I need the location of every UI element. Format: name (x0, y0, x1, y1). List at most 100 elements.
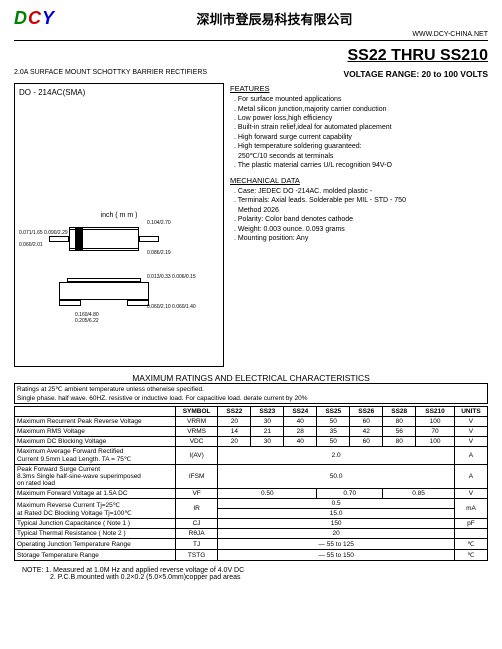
mech-item: Terminals: Axial leads. Solderable per M… (234, 196, 488, 205)
td: 50 (317, 417, 350, 427)
td: 20 (218, 529, 455, 539)
top-row: DO - 214AC(SMA) 0.071/1.65 0.090/2.29 0.… (14, 83, 488, 367)
th: SS26 (350, 407, 383, 417)
th: UNITS (454, 407, 487, 417)
td: 0.50 (218, 489, 317, 499)
td: VRRM (175, 417, 218, 427)
divider (14, 40, 488, 41)
td-label: Maximum Average Forward Rectified Curren… (15, 447, 176, 465)
td: ℃ (454, 550, 487, 561)
table-note: Ratings at 25℃ ambient temperature unles… (15, 384, 488, 395)
dim-3: 0.104/2.70 (147, 220, 171, 226)
table-title: MAXIMUM RATINGS AND ELECTRICAL CHARACTER… (14, 373, 488, 383)
feature-item: Built-in strain relief,ideal for automat… (234, 123, 488, 132)
voltage-range: VOLTAGE RANGE: 20 to 100 VOLTS (343, 69, 488, 79)
features-heading: FEATURES (230, 84, 488, 94)
td: V (454, 437, 487, 447)
th: SYMBOL (175, 407, 218, 417)
td: 35 (317, 427, 350, 437)
td: V (454, 489, 487, 499)
feature-item: High temperature soldering guaranteed: (234, 142, 488, 151)
td-label: Operating Junction Temperature Range (15, 539, 176, 550)
logo-c: C (28, 8, 42, 28)
td: VRMS (175, 427, 218, 437)
note-1: NOTE: 1. Measured at 1.0M Hz and applied… (22, 567, 488, 574)
td: 100 (416, 437, 455, 447)
page-title: SS22 THRU SS210 (14, 47, 488, 65)
feature-item: Metal silicon junction,majority carrier … (234, 105, 488, 114)
notes-table: Ratings at 25℃ ambient temperature unles… (14, 383, 488, 404)
td: V (454, 417, 487, 427)
dim-1: 0.071/1.65 0.090/2.29 (19, 230, 68, 236)
package-drawing: 0.071/1.65 0.090/2.29 0.060/2.01 0.104/2… (19, 212, 219, 362)
table-header-row: SYMBOL SS22 SS23 SS24 SS25 SS26 SS28 SS2… (15, 407, 488, 417)
td: A (454, 447, 487, 465)
td: 14 (218, 427, 251, 437)
td: 40 (284, 417, 317, 427)
mechanical-heading: MECHANICAL DATA (230, 176, 488, 186)
td: ℃ (454, 539, 487, 550)
table-row: Peak Forward Surge Current 8.3ms Single … (15, 465, 488, 489)
td: A (454, 465, 487, 489)
td: VDC (175, 437, 218, 447)
feature-sub: 250℃/10 seconds at terminals (238, 152, 488, 161)
td: 60 (350, 437, 383, 447)
td: VF (175, 489, 218, 499)
unit-label: inch ( m m ) (19, 212, 219, 219)
table-note: Single phase. half wave. 60HZ. resistive… (15, 394, 488, 404)
td: I(AV) (175, 447, 218, 465)
td: IFSM (175, 465, 218, 489)
subtitle-row: 2.0A SURFACE MOUNT SCHOTTKY BARRIER RECT… (14, 69, 488, 79)
td: 50.0 (218, 465, 455, 489)
table-row: Typical Thermal Resistance ( Note 2 ) Rθ… (15, 529, 488, 539)
th: SS25 (317, 407, 350, 417)
td: — 55 to 125 (218, 539, 455, 550)
company-name: 深圳市登辰易科技有限公司 (61, 9, 488, 28)
feature-item: For surface mounted applications (234, 95, 488, 104)
td-label: Peak Forward Surge Current 8.3ms Single … (15, 465, 176, 489)
td: 50 (317, 437, 350, 447)
feature-item: High forward surge current capability (234, 133, 488, 142)
th: SS22 (218, 407, 251, 417)
table-row: Maximum DC Blocking Voltage VDC 20 30 40… (15, 437, 488, 447)
td: 20 (218, 417, 251, 427)
mech-item: Mounting position: Any (234, 234, 488, 243)
product-desc: 2.0A SURFACE MOUNT SCHOTTKY BARRIER RECT… (14, 69, 207, 79)
td: 28 (284, 427, 317, 437)
th: SS28 (383, 407, 416, 417)
td: TSTG (175, 550, 218, 561)
dim-2: 0.060/2.01 (19, 242, 43, 248)
th: SS210 (416, 407, 455, 417)
url: WWW.DCY-CHINA.NET (14, 31, 488, 38)
td: V (454, 427, 487, 437)
td: 30 (251, 417, 284, 427)
dim-5: 0.013/0.33 0.006/0.15 (147, 274, 196, 280)
th: SS24 (284, 407, 317, 417)
footnotes: NOTE: 1. Measured at 1.0M Hz and applied… (14, 567, 488, 581)
th: SS23 (251, 407, 284, 417)
package-name: DO - 214AC(SMA) (19, 88, 219, 97)
table-row: Typical Junction Capacitance ( Note 1 ) … (15, 519, 488, 529)
td-label: Maximum RMS Voltage (15, 427, 176, 437)
mech-sub: Method 2026 (238, 206, 488, 215)
td-label: Maximum DC Blocking Voltage (15, 437, 176, 447)
td: 40 (284, 437, 317, 447)
td: 20 (218, 437, 251, 447)
td: 2.0 (218, 447, 455, 465)
td: 0.5 (218, 499, 455, 509)
td-label: Typical Thermal Resistance ( Note 2 ) (15, 529, 176, 539)
spacer (230, 171, 488, 175)
foot-left (59, 300, 81, 306)
lead-left (49, 236, 69, 242)
td-label: Maximum Reverse Current Tj=25℃ at Rated … (15, 499, 176, 519)
th (15, 407, 176, 417)
feature-item: Low power loss,high efficiency (234, 114, 488, 123)
td: 100 (416, 417, 455, 427)
dim-4: 0.086/2.19 (147, 250, 171, 256)
features-column: FEATURES For surface mounted application… (230, 83, 488, 367)
td-label: Typical Junction Capacitance ( Note 1 ) (15, 519, 176, 529)
cathode-band (75, 227, 83, 251)
td-label: Maximum Forward Voltage at 1.5A DC (15, 489, 176, 499)
td: pF (454, 519, 487, 529)
feature-item: The plastic material carries U/L recogni… (234, 161, 488, 170)
